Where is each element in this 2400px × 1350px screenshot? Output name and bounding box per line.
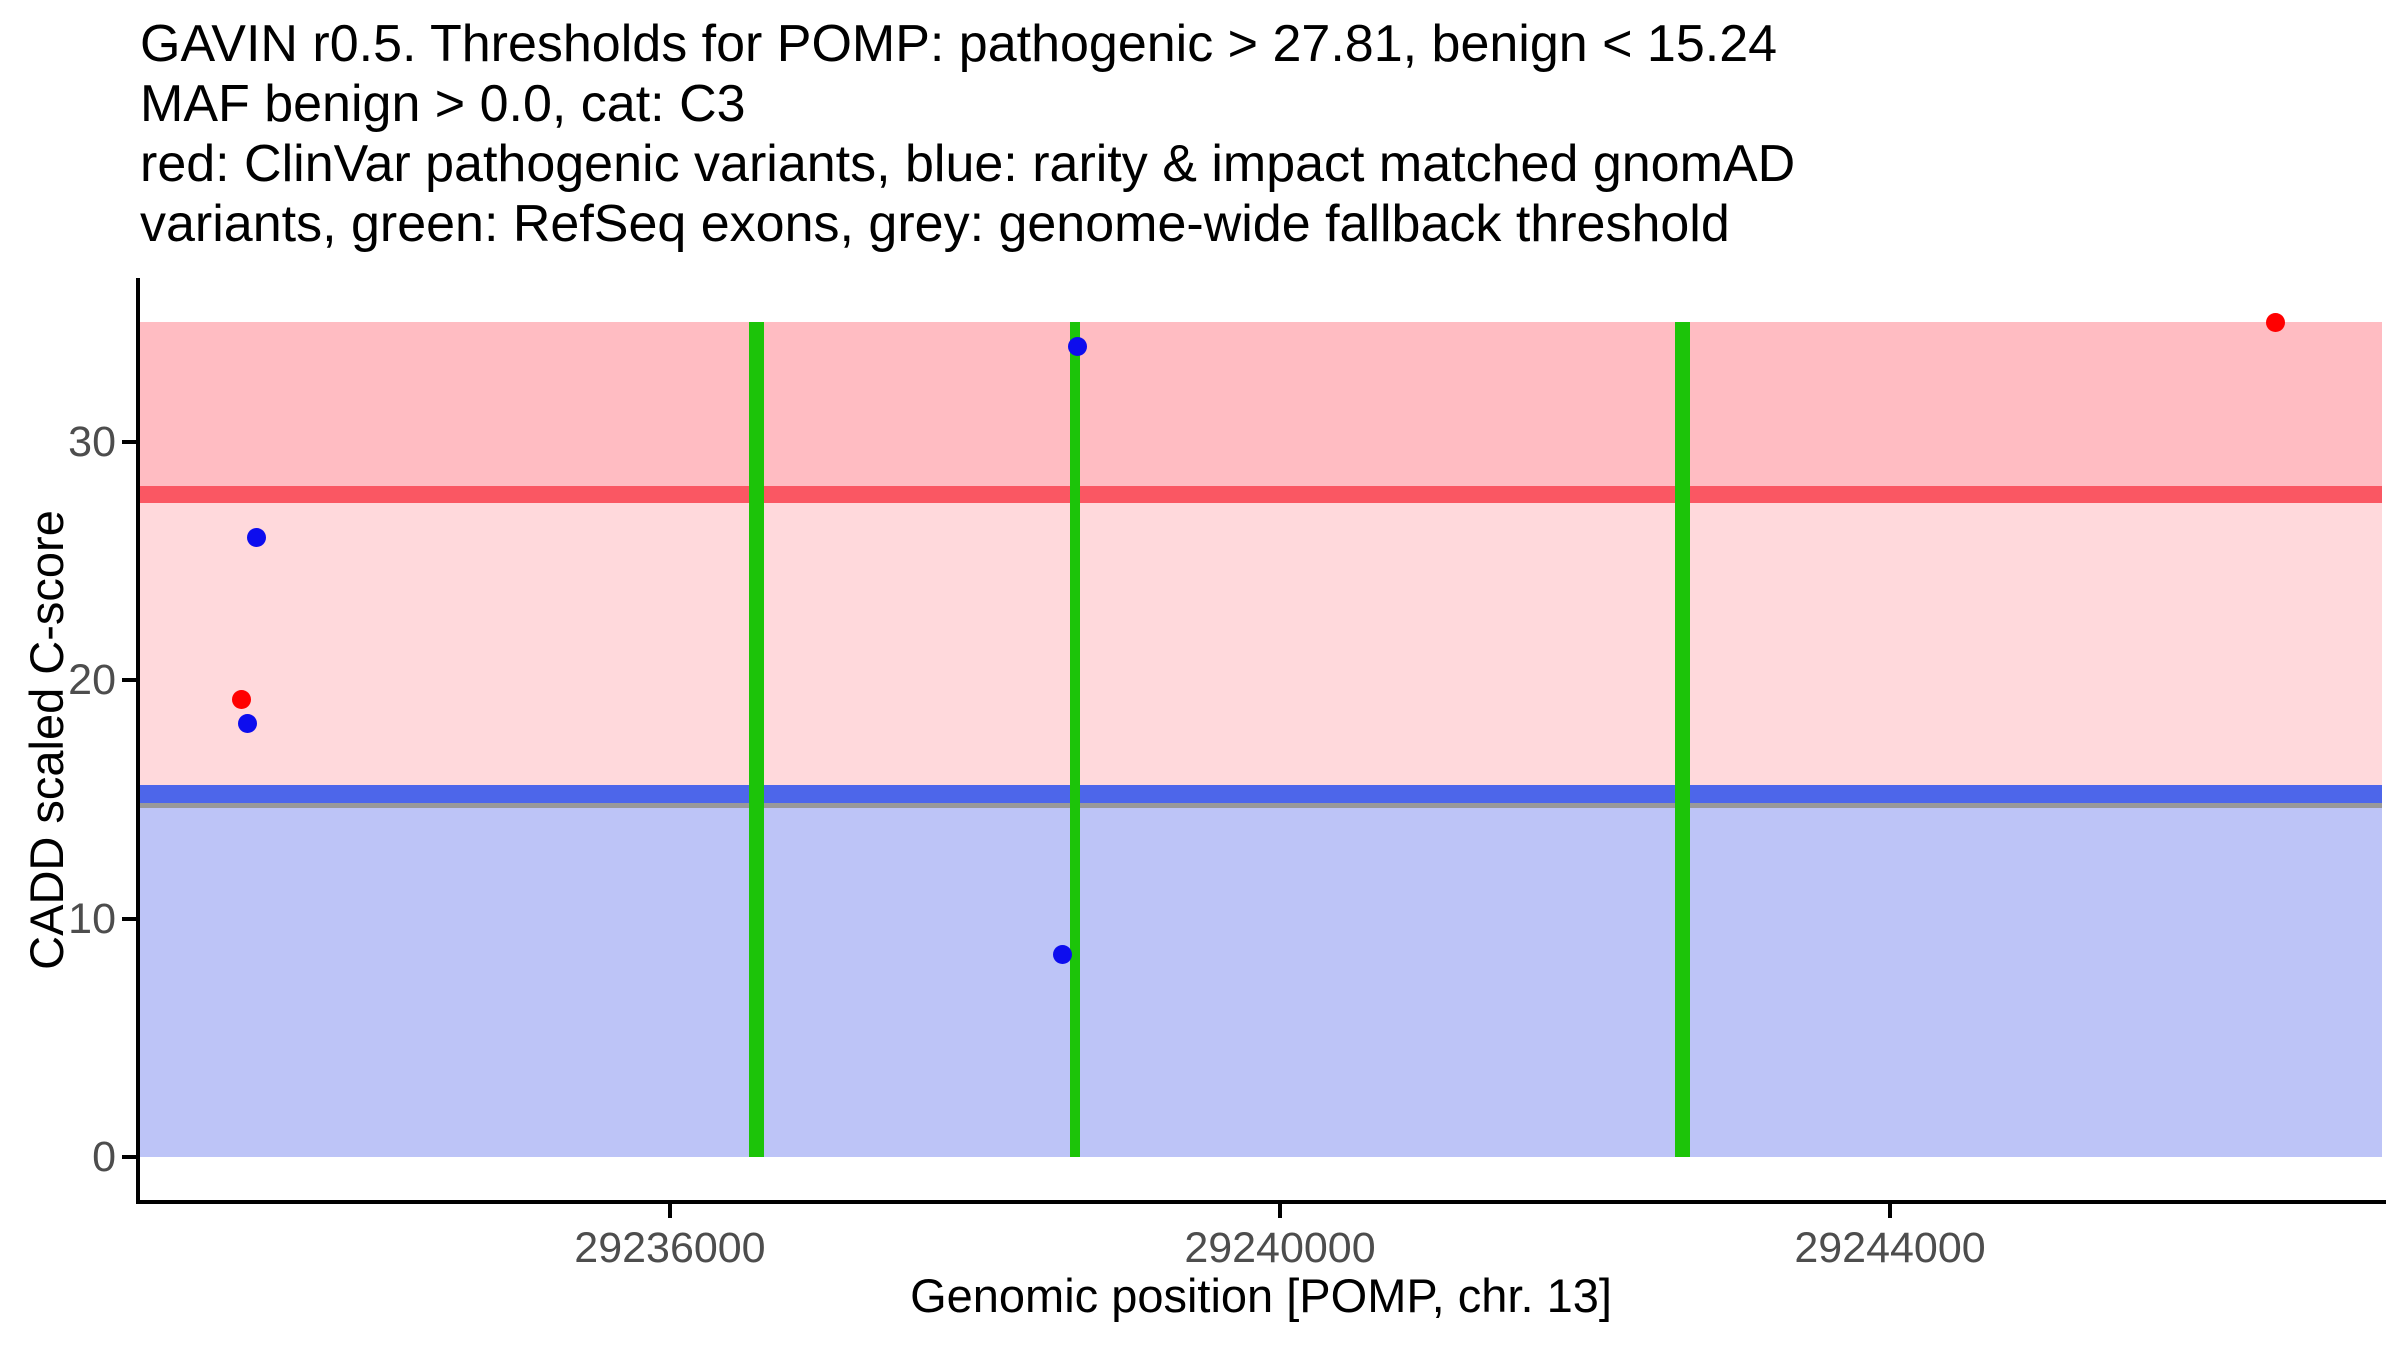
refseq-exon-line xyxy=(1675,321,1691,1158)
y-tick-label: 0 xyxy=(92,1133,116,1182)
x-axis-line xyxy=(136,1200,2386,1204)
region-benign xyxy=(140,793,2382,1158)
data-point-gnomad-matched-variant xyxy=(238,713,258,733)
x-tick-mark xyxy=(667,1204,672,1218)
data-point-gnomad-matched-variant xyxy=(247,527,267,547)
refseq-exon-line xyxy=(1069,321,1080,1158)
y-tick-label: 10 xyxy=(68,894,116,943)
region-vus xyxy=(140,494,2382,794)
benign-threshold-line xyxy=(140,784,2382,803)
x-axis-title: Genomic position [POMP, chr. 13] xyxy=(910,1269,1612,1322)
plot-title: GAVIN r0.5. Thresholds for POMP: pathoge… xyxy=(140,14,1795,254)
data-point-clinvar-pathogenic-variant xyxy=(2266,313,2286,333)
y-tick-mark xyxy=(122,916,136,921)
plot-title-line-4: variants, green: RefSeq exons, grey: gen… xyxy=(140,195,1730,253)
refseq-exon-line xyxy=(749,321,765,1158)
plot-title-line-3: red: ClinVar pathogenic variants, blue: … xyxy=(140,135,1796,193)
plot-title-line-2: MAF benign > 0.0, cat: C3 xyxy=(140,75,746,133)
x-tick-label: 29240000 xyxy=(1184,1224,1376,1272)
x-tick-label: 29244000 xyxy=(1794,1224,1986,1272)
region-pathogenic xyxy=(140,321,2382,495)
data-point-gnomad-matched-variant xyxy=(1068,337,1088,357)
y-tick-mark xyxy=(122,678,136,683)
x-tick-mark xyxy=(1888,1204,1892,1218)
plot-panel: 0 10 20 30 29236000 29240000 29244000 xyxy=(68,278,2386,1272)
y-tick-mark xyxy=(122,440,136,445)
x-tick-label: 29236000 xyxy=(574,1224,766,1272)
plot-title-line-1: GAVIN r0.5. Thresholds for POMP: pathoge… xyxy=(140,15,1778,73)
plot-area: 0 10 20 30 29236000 29240000 29244000 xyxy=(68,278,2386,1272)
data-point-gnomad-matched-variant xyxy=(1053,945,1073,964)
y-axis-title: CADD scaled C-score xyxy=(20,510,73,970)
pathogenic-threshold-line xyxy=(140,485,2382,503)
y-tick-mark xyxy=(122,1155,136,1160)
y-axis-line xyxy=(136,278,140,1204)
y-tick-label: 20 xyxy=(68,656,116,705)
y-tick-label: 30 xyxy=(68,418,116,467)
data-point-clinvar-pathogenic-variant xyxy=(231,689,251,709)
x-tick-mark xyxy=(1277,1204,1282,1218)
